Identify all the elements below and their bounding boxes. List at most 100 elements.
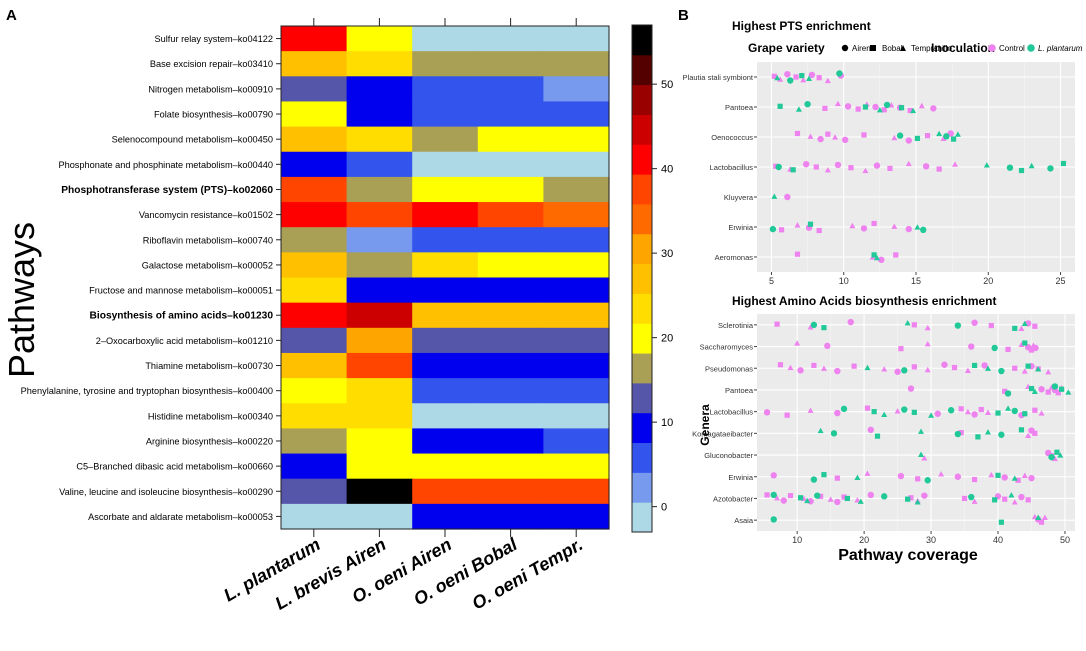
heatmap-cell <box>281 252 348 279</box>
genus-label: Lactobacillus <box>710 408 754 417</box>
heatmap-cell <box>412 403 479 429</box>
row-label: Nitrogen metabolism–ko00910 <box>148 84 273 94</box>
heatmap-panel: A Pathways Sulfur relay system–ko04122 Ba… <box>1 7 673 614</box>
data-point <box>905 160 912 167</box>
data-point <box>771 73 777 79</box>
data-point <box>1028 385 1035 392</box>
data-point <box>810 476 818 483</box>
colorbar-segment <box>632 84 652 115</box>
data-point <box>897 472 905 480</box>
data-point <box>861 132 867 138</box>
data-point <box>822 105 828 111</box>
heatmap-cell <box>543 428 610 455</box>
data-point <box>790 167 796 173</box>
data-point <box>1002 388 1008 394</box>
data-point <box>924 340 931 347</box>
data-point <box>1028 162 1035 169</box>
row-label: Riboflavin metabolism–ko00740 <box>143 235 273 245</box>
heatmap-cell <box>412 202 479 228</box>
data-point <box>794 340 801 346</box>
legend-inoculation-title: Inoculation <box>931 41 995 55</box>
data-point <box>975 434 981 440</box>
heatmap-cell <box>543 252 610 279</box>
row-label: Ascorbate and aldarate metabolism–ko0005… <box>88 512 273 522</box>
data-point <box>811 362 817 369</box>
data-point <box>1054 449 1060 455</box>
data-point <box>824 342 831 350</box>
data-point <box>832 134 839 140</box>
heatmap-cell <box>281 227 348 253</box>
data-point <box>1051 455 1058 462</box>
data-point <box>983 162 990 168</box>
legend-airen-label: Airen <box>852 44 871 53</box>
data-point <box>908 495 914 501</box>
heatmap-cell <box>477 277 544 304</box>
data-point <box>887 165 893 171</box>
heatmap-cell <box>477 151 544 178</box>
data-point <box>992 497 998 503</box>
genus-label: Erwinia <box>728 473 753 482</box>
legend: Grape variety Airen Bobal Tempranillo In… <box>748 41 1083 55</box>
heatmap-cell <box>281 202 348 228</box>
heatmap-cell <box>477 352 544 379</box>
data-point <box>1018 325 1025 331</box>
data-point <box>952 161 959 167</box>
data-point <box>1032 323 1038 329</box>
legend-tempranillo-marker <box>900 45 906 51</box>
data-point <box>808 71 816 79</box>
row-label: C5–Branched dibasic acid metabolism–ko00… <box>76 462 273 472</box>
heatmap-cell <box>346 176 413 203</box>
x-tick-label: 5 <box>769 276 774 286</box>
heatmap-cell <box>412 26 479 52</box>
data-point <box>971 498 978 504</box>
heatmap-cell <box>477 101 544 128</box>
data-point <box>924 324 931 331</box>
data-point <box>874 433 881 439</box>
data-point <box>918 102 925 109</box>
heatmap-cell <box>477 403 544 429</box>
data-point <box>914 135 921 141</box>
top-plot-title: Highest PTS enrichment <box>732 19 871 33</box>
heatmap-cell <box>477 252 544 279</box>
heatmap-cell <box>281 151 348 178</box>
data-point <box>862 167 869 174</box>
data-point <box>911 364 917 370</box>
heatmap-cell <box>346 302 413 329</box>
data-point <box>998 431 1005 438</box>
data-point <box>1045 368 1052 375</box>
data-point <box>1032 430 1038 436</box>
row-label: Phosphotransferase system (PTS)–ko02060 <box>61 185 273 196</box>
heatmap-cell <box>412 176 479 203</box>
row-label: Selenocompound metabolism–ko00450 <box>112 135 273 145</box>
heatmap-cell <box>412 101 479 128</box>
heatmap-cell <box>543 478 610 505</box>
heatmap-cell <box>281 176 348 203</box>
legend-plantarum-marker <box>1027 44 1035 52</box>
data-point <box>807 221 814 227</box>
data-point <box>924 133 931 139</box>
heatmap-cell <box>281 503 348 530</box>
row-label: Vancomycin resistance–ko01502 <box>139 210 273 220</box>
heatmap-cell <box>412 352 479 379</box>
heatmap-cell <box>477 227 544 253</box>
row-label: 2–Oxocarboxylic acid metabolism–ko01210 <box>96 336 273 346</box>
data-point <box>958 406 964 412</box>
data-point <box>881 493 888 500</box>
data-point <box>876 107 883 113</box>
data-point <box>894 408 901 414</box>
data-point <box>836 70 843 77</box>
data-point <box>1038 519 1045 525</box>
heatmap-cell <box>346 126 413 153</box>
data-point <box>867 426 875 434</box>
data-point <box>1021 320 1028 327</box>
heatmap-cell <box>477 126 544 153</box>
data-point <box>854 474 861 481</box>
data-point <box>891 134 898 141</box>
data-point <box>873 162 881 169</box>
heatmap-cell <box>412 453 479 480</box>
data-point <box>834 498 841 506</box>
colorbar-segment <box>632 502 652 533</box>
data-point <box>1025 363 1031 369</box>
data-point <box>881 366 888 372</box>
colorbar-segment <box>632 114 652 145</box>
